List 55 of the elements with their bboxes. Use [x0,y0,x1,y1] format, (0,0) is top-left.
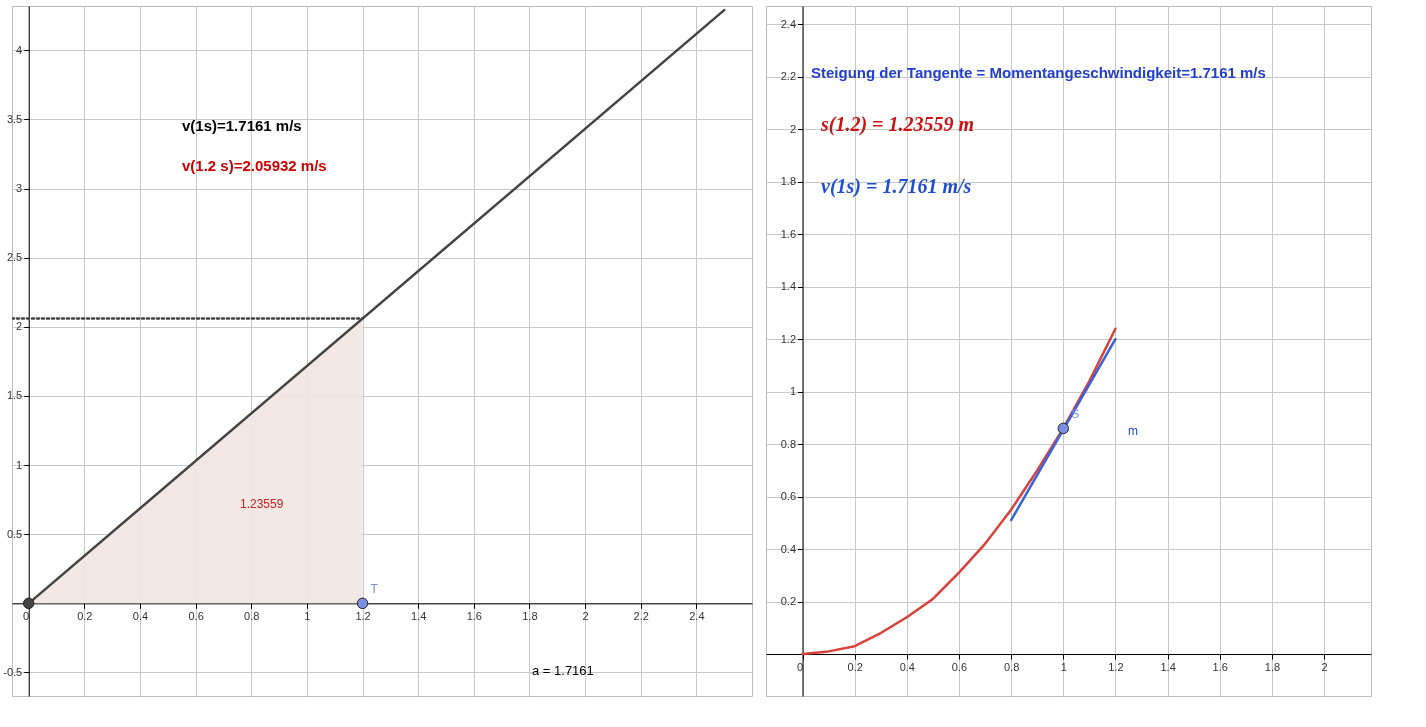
y-tick-label: -0.5 [3,665,23,678]
annotation: Steigung der Tangente = Momentangeschwindigkeit=1.7161 m/s [811,64,1266,81]
y-tick-label: 1 [16,458,23,471]
x-tick-label: 2 [582,609,589,622]
x-tick-label: 2 [1321,660,1328,673]
series-label: T [370,582,379,597]
y-tick-label: 0.4 [780,542,797,555]
x-tick-label: 1.8 [522,609,538,622]
series-label: S [1071,407,1080,422]
y-tick-label: 2.2 [780,70,797,83]
x-tick-label: 0 [23,609,30,622]
x-tick-label: 1.6 [466,609,482,622]
y-tick-label: 1.2 [780,332,797,345]
annotation: 1.23559 [240,497,284,511]
annotation: v(1s) = 1.7161 m/s [821,175,972,198]
x-tick-label: 1.4 [1160,660,1176,673]
y-tick-label: 1.8 [780,175,797,188]
x-tick-label: 1.6 [1212,660,1228,673]
x-tick-label: 0.8 [1003,660,1020,673]
y-tick-label: 2.5 [6,251,23,264]
annotation: v(1s)=1.7161 m/s [182,117,302,134]
x-tick-label: 1.8 [1264,660,1281,673]
x-tick-label: 0.4 [132,609,149,622]
y-tick-label: 1 [789,385,797,398]
x-tick-label: 0.2 [847,660,863,673]
x-tick-label: 1 [1060,660,1067,673]
annotation: m [1128,424,1138,438]
x-tick-label: 0.6 [188,609,204,622]
y-tick-label: 0.8 [780,437,797,450]
x-tick-label: 0.4 [899,660,915,673]
y-tick-label: 1.5 [6,389,23,402]
x-tick-label: 0.8 [244,609,260,622]
x-tick-label: 1.2 [355,609,371,622]
x-tick-label: 1.2 [1108,660,1124,673]
x-tick-label: 2.4 [689,609,705,622]
y-tick-label: 0.5 [6,527,23,540]
y-tick-label: 2 [16,320,23,333]
x-tick-label: 0.6 [951,660,968,673]
x-tick-label: 2.2 [633,609,649,622]
y-tick-label: 2.4 [780,17,797,30]
y-tick-label: 1.6 [780,227,797,240]
y-tick-label: 3.5 [6,112,23,125]
x-tick-label: 1 [304,609,311,622]
annotation: a = 1.7161 [532,663,594,678]
y-tick-label: 4 [16,43,23,56]
annotation: v(1.2 s)=2.05932 m/s [182,157,327,174]
y-tick-label: 1.4 [780,280,797,293]
x-tick-label: 1.4 [411,609,427,622]
x-tick-label: 0.2 [77,609,93,622]
line-series [801,327,1117,656]
annotation: s(1.2) = 1.23559 m [820,113,975,136]
y-tick-label: 3 [16,182,23,195]
y-tick-label: 2 [789,122,797,135]
y-tick-label: 0.2 [780,595,797,608]
y-tick-label: 0.6 [780,490,797,503]
